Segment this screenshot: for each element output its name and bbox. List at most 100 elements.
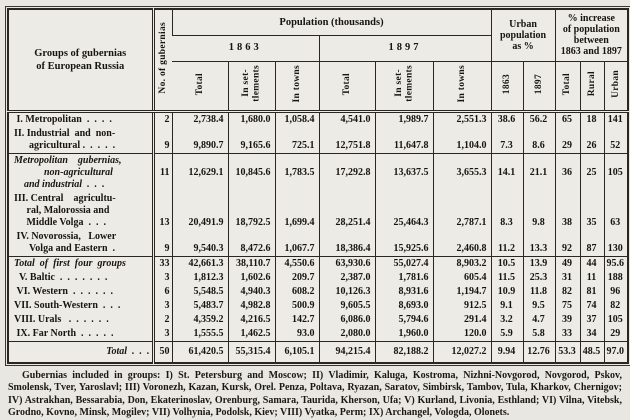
cell: 5,548.5 — [171, 284, 228, 299]
cell: 1,812.3 — [171, 270, 228, 285]
cell: 17,292.8 — [318, 152, 375, 192]
settlements-1863-label: In set- tlements — [241, 65, 262, 103]
cell: 25,464.3 — [374, 191, 433, 230]
cell: 6,105.1 — [274, 340, 319, 363]
cell: 9.8 — [522, 191, 556, 230]
cell: 3.2 — [490, 312, 524, 327]
cell: 9,540.3 — [171, 229, 228, 256]
cell: 1,104.0 — [432, 126, 492, 153]
total-1863-label: Total — [194, 72, 205, 95]
no-of-gubernias-header: No. of gubernias — [151, 9, 172, 113]
cell: 605.4 — [432, 270, 492, 285]
header-row-3: Total In set- tlements In towns Total In… — [8, 61, 629, 113]
row-label: VIII. Urals . . . . . . — [14, 313, 109, 325]
cell: 13 — [151, 191, 172, 230]
cell: 11,647.8 — [374, 126, 433, 153]
urban-population-pct-header: Urban population as % — [490, 9, 556, 62]
cell: 8,472.6 — [227, 229, 275, 256]
cell: 53.3 — [554, 340, 581, 363]
cell: 75 — [554, 298, 581, 313]
settlements-1897-header: In set- tlements — [374, 61, 433, 113]
settlements-1897-label: In set- tlements — [393, 65, 415, 103]
no-of-gubernias-label: No. of gubernias — [157, 22, 168, 94]
cell: 1,680.0 — [227, 111, 275, 127]
cell: 9,605.5 — [318, 298, 375, 313]
cell: 36 — [554, 152, 581, 192]
cell: 6,086.0 — [318, 312, 375, 327]
increase-urban-header: Urban — [603, 61, 629, 113]
cell: 9,890.7 — [171, 126, 228, 153]
cell: 33 — [554, 326, 581, 341]
cell: 10,126.3 — [318, 284, 375, 299]
towns-1863-header: In towns — [274, 61, 319, 113]
cell: 2,080.0 — [318, 326, 375, 341]
cell: 4,982.8 — [227, 298, 275, 313]
increase-urban-label: Urban — [610, 69, 621, 98]
row-label: IX. Far North . . . . . — [14, 327, 114, 339]
cell: 5,483.7 — [171, 298, 228, 313]
cell: 5.8 — [522, 326, 556, 341]
cell: 21.1 — [522, 152, 556, 192]
cell: 63,930.6 — [318, 255, 375, 271]
cell: 29 — [554, 126, 581, 153]
table-row: I. Metropolitan . . . . 2 2,738.4 1,680.0 1,… — [8, 111, 629, 127]
cell: 7.3 — [490, 126, 524, 153]
cell: 11.2 — [490, 229, 524, 256]
cell: 6 — [151, 284, 172, 299]
cell: 92 — [554, 229, 581, 256]
cell: 8.3 — [490, 191, 524, 230]
cell: 5,794.6 — [374, 312, 433, 327]
cell: 11 — [151, 152, 172, 192]
cell: 11.8 — [522, 284, 556, 299]
scanned-page: Groups of gubernias of European Russia N… — [4, 6, 630, 418]
row-label: Metropolitan gubernias, non-agricultural… — [8, 152, 153, 192]
cell: 500.9 — [274, 298, 319, 313]
cell: 82 — [554, 284, 581, 299]
row-label: III. Central agricultu- ral, Malorossia … — [14, 192, 116, 228]
cell: 55,315.4 — [227, 340, 275, 363]
cell: 10.9 — [490, 284, 524, 299]
cell: 1,781.6 — [374, 270, 433, 285]
cell: 26 — [579, 126, 605, 153]
row-label: Total of first four groups — [8, 255, 153, 271]
total-1897-label: Total — [341, 72, 352, 95]
cell: 4,359.2 — [171, 312, 228, 327]
cell: 82 — [603, 298, 629, 313]
cell: 97.0 — [603, 340, 629, 363]
cell: 1,602.6 — [227, 270, 275, 285]
increase-total-header: Total — [554, 61, 581, 113]
total-1897-header: Total — [318, 61, 375, 113]
increase-rural-label: Rural — [586, 71, 597, 97]
cell: 1,555.5 — [171, 326, 228, 341]
cell: 8.6 — [522, 126, 556, 153]
cell: 33 — [151, 255, 172, 271]
cell: 20,491.9 — [171, 191, 228, 230]
cell: 9.5 — [522, 298, 556, 313]
cell: 3,655.3 — [432, 152, 492, 192]
total-1863-header: Total — [172, 61, 228, 113]
cell: 14.1 — [490, 152, 524, 192]
cell: 2 — [151, 312, 172, 327]
cell: 52 — [603, 126, 629, 153]
cell: 11.5 — [490, 270, 524, 285]
cell: 105 — [603, 152, 629, 192]
cell: 3 — [151, 326, 172, 341]
cell: 1,067.7 — [274, 229, 319, 256]
towns-1863-label: In towns — [291, 64, 302, 103]
cell: 13.3 — [522, 229, 556, 256]
urban-1863-label: 1863 — [501, 73, 512, 94]
towns-1897-label: In towns — [456, 64, 467, 103]
table-body: I. Metropolitan . . . . 2 2,738.4 1,680.0 1,… — [8, 111, 629, 363]
table-row: III. Central agricultu- ral, Malorossia … — [8, 191, 629, 230]
cell: 9.1 — [490, 298, 524, 313]
cell: 3 — [151, 298, 172, 313]
cell: 2,738.4 — [171, 111, 228, 127]
cell: 2,460.8 — [432, 229, 492, 256]
cell: 9.94 — [490, 340, 524, 363]
cell: 10.5 — [490, 255, 524, 271]
cell: 3 — [151, 270, 172, 285]
table-row: Total . . . 50 61,420.5 55,315.4 6,105.1 94,2… — [8, 340, 629, 363]
cell: 141 — [603, 111, 629, 127]
row-label: II. Industrial and non- agricultural . .… — [14, 127, 116, 151]
settlements-1863-header: In set- tlements — [227, 61, 275, 113]
